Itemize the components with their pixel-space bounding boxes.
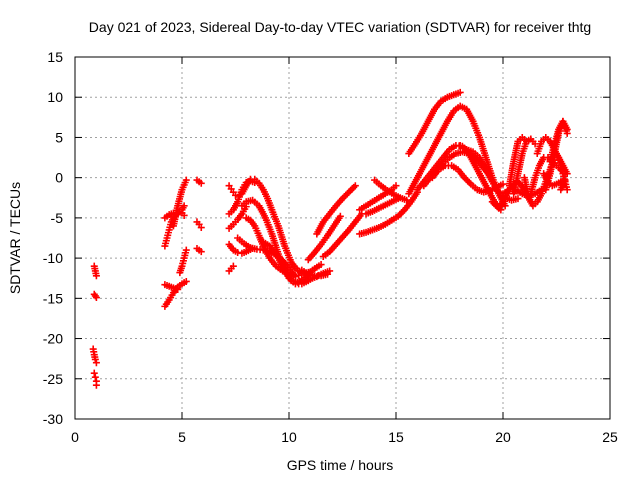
x-tick-label: 25 — [602, 429, 618, 445]
data-point — [291, 273, 299, 281]
series-arc-ah — [405, 102, 509, 210]
series-arc-ab — [319, 210, 366, 261]
y-tick-label: -10 — [43, 250, 63, 266]
data-point — [456, 88, 464, 96]
data-point — [92, 359, 100, 367]
data-point — [174, 285, 182, 293]
series-arc-b — [90, 290, 100, 302]
series-arc-o — [225, 182, 239, 199]
series-arc-af — [371, 176, 411, 204]
data-point — [514, 195, 522, 203]
series-arc-d — [90, 369, 100, 389]
series-arc-k — [193, 176, 205, 187]
data-point — [563, 129, 571, 137]
data-point — [180, 202, 188, 210]
series-arc-l — [193, 218, 205, 232]
series-arc-g — [169, 176, 190, 230]
data-point — [91, 373, 99, 381]
data-point — [229, 262, 237, 270]
series-arc-ap — [510, 135, 539, 198]
data-point — [92, 381, 100, 389]
x-tick-label: 15 — [388, 429, 404, 445]
x-tick-label: 5 — [178, 429, 186, 445]
y-tick-label: 10 — [47, 89, 63, 105]
x-tick-label: 10 — [281, 429, 297, 445]
data-point — [182, 277, 190, 285]
y-tick-label: -15 — [43, 290, 63, 306]
series-arc-ag — [405, 88, 464, 158]
data-point — [234, 248, 242, 256]
data-point — [92, 294, 100, 302]
plot-frame — [74, 56, 611, 420]
y-tick-label: -20 — [43, 331, 63, 347]
y-tick-label: 15 — [47, 49, 63, 65]
data-point — [197, 179, 205, 187]
data-point — [563, 186, 571, 194]
data-point — [182, 176, 190, 184]
x-tick-label: 20 — [495, 429, 511, 445]
series-arc-n — [225, 262, 237, 275]
data-point — [91, 355, 99, 363]
data-point — [232, 191, 239, 199]
data-point — [403, 196, 411, 204]
data-point — [91, 292, 99, 300]
series-arc-ax — [557, 178, 571, 194]
series-arc-h — [176, 246, 190, 277]
data-point — [326, 267, 334, 275]
data-point — [90, 369, 98, 377]
y-tick-label: 5 — [55, 129, 63, 145]
series-arc-j — [161, 281, 182, 293]
data-point — [180, 211, 188, 219]
data-point — [392, 182, 400, 190]
series-arc-ak — [428, 162, 507, 196]
x-tick-label: 0 — [71, 429, 79, 445]
y-tick-label: -5 — [51, 210, 64, 226]
axis-ticks: 0 5 10 15 20 25 -30 -25 -20 -15 -10 -5 0 5 10 15 — [43, 49, 618, 445]
chart-title: Day 021 of 2023, Sidereal Day-to-day VTE… — [89, 19, 591, 35]
data-point — [317, 261, 325, 269]
series-arc-z — [304, 212, 344, 264]
data-point — [336, 212, 344, 220]
data-points — [89, 88, 571, 389]
series-arc-a — [90, 262, 100, 280]
data-point — [92, 272, 100, 280]
data-point — [499, 180, 507, 188]
series-arc-m — [193, 244, 205, 256]
series-arc-av — [546, 117, 571, 166]
data-point — [182, 246, 190, 254]
y-tick-label: -25 — [43, 371, 63, 387]
y-tick-label: 0 — [55, 170, 63, 186]
series-arc-c — [89, 345, 100, 367]
y-tick-label: -30 — [43, 411, 63, 427]
series-arc-aa — [313, 182, 359, 238]
y-axis-label: SDTVAR / TECUs — [7, 182, 23, 294]
x-axis-label: GPS time / hours — [287, 457, 394, 473]
data-point — [197, 248, 205, 256]
data-point — [351, 182, 359, 190]
series-arc-ad — [356, 188, 421, 238]
series-arc-y — [304, 267, 334, 285]
data-point — [197, 224, 205, 232]
